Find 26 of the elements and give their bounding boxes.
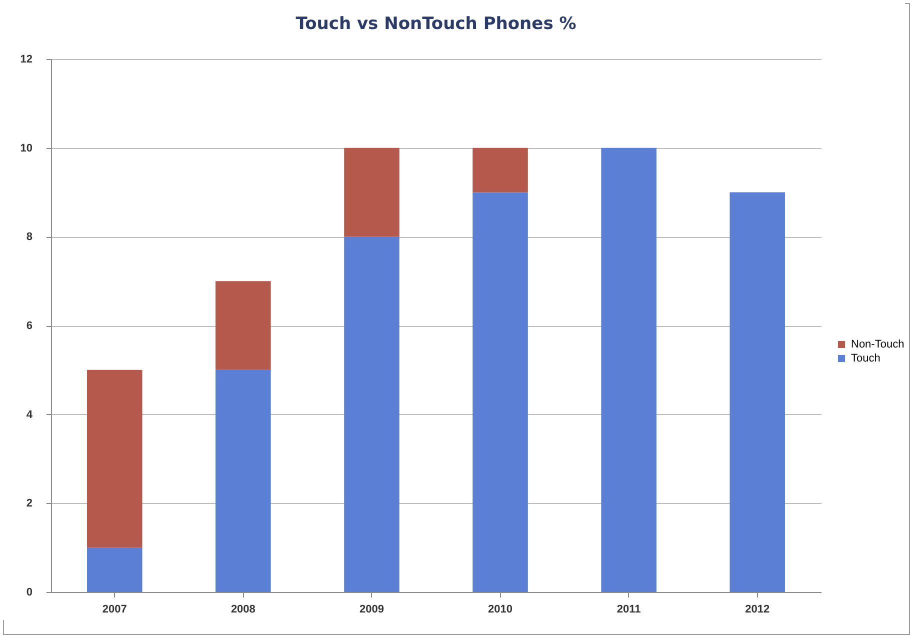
- y-tick-label: 10: [20, 142, 32, 154]
- x-tick-label: 2011: [616, 604, 641, 616]
- bar: [344, 236, 400, 592]
- x-tick-label: 2007: [102, 604, 127, 616]
- legend-label: Touch: [851, 352, 880, 364]
- y-tick-label: 0: [26, 586, 32, 598]
- bar: [86, 548, 142, 592]
- x-tick-label: 2009: [359, 604, 384, 616]
- bar: [472, 192, 528, 592]
- y-tick-label: 12: [20, 54, 32, 66]
- legend-label: Non-Touch: [851, 338, 904, 350]
- bar: [86, 370, 142, 548]
- y-tick-label: 8: [26, 231, 32, 244]
- bar: [601, 148, 656, 592]
- y-tick-label: 2: [26, 498, 32, 510]
- bar: [730, 192, 786, 592]
- x-tick-label: 2010: [488, 604, 513, 616]
- bar: [344, 148, 400, 237]
- bar: [216, 370, 271, 592]
- bar: [216, 281, 271, 370]
- x-tick-label: 2008: [230, 604, 256, 616]
- chart-title: Touch vs NonTouch Phones %: [296, 14, 576, 34]
- bar: [472, 148, 528, 192]
- y-tick-label: 4: [26, 408, 34, 421]
- y-tick-label: 6: [26, 320, 32, 332]
- x-tick-label: 2012: [745, 604, 770, 616]
